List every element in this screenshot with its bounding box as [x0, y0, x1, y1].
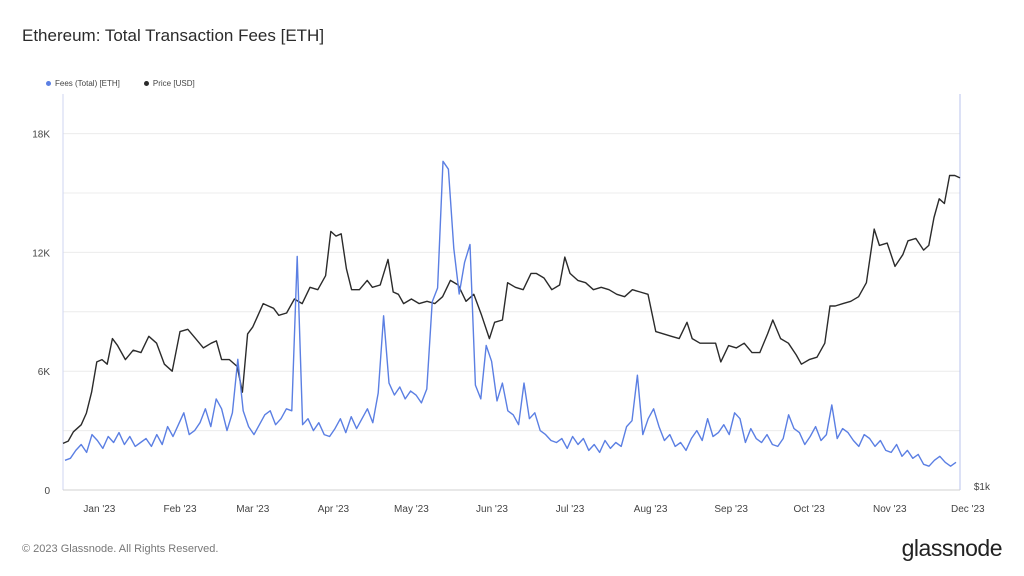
legend: Fees (Total) [ETH] Price [USD]: [46, 79, 195, 88]
y-tick-label: 6K: [38, 367, 51, 378]
legend-item-price[interactable]: Price [USD]: [143, 79, 195, 88]
y-tick-label: 12K: [32, 248, 50, 259]
y-right-tick-label: $1k: [974, 482, 991, 493]
legend-label-price: Price [USD]: [152, 79, 195, 88]
x-tick-label: Feb '23: [163, 504, 196, 515]
copyright: © 2023 Glassnode. All Rights Reserved.: [22, 543, 219, 555]
price-line: [62, 174, 961, 445]
x-tick-label: Jan '23: [83, 504, 115, 515]
x-tick-label: Aug '23: [634, 504, 668, 515]
chart-title: Ethereum: Total Transaction Fees [ETH]: [22, 26, 325, 45]
x-tick-label: Jul '23: [556, 504, 585, 515]
fees-legend-dot: [46, 81, 51, 86]
x-tick-label: Oct '23: [794, 504, 826, 515]
fees-line: [64, 160, 957, 467]
legend-item-fees[interactable]: Fees (Total) [ETH]: [46, 79, 120, 88]
y-tick-label: 0: [44, 486, 50, 497]
price-legend-dot: [143, 81, 149, 86]
x-tick-label: Sep '23: [714, 504, 748, 515]
legend-label-fees: Fees (Total) [ETH]: [55, 79, 120, 88]
x-tick-label: Nov '23: [873, 504, 907, 515]
y-tick-label: 18K: [32, 130, 50, 141]
x-tick-label: May '23: [394, 504, 429, 515]
x-tick-label: Apr '23: [318, 504, 350, 515]
x-tick-label: Dec '23: [951, 504, 985, 515]
glassnode-logo: glassnode: [901, 535, 1003, 561]
x-tick-label: Mar '23: [236, 504, 269, 515]
x-tick-label: Jun '23: [476, 504, 508, 515]
